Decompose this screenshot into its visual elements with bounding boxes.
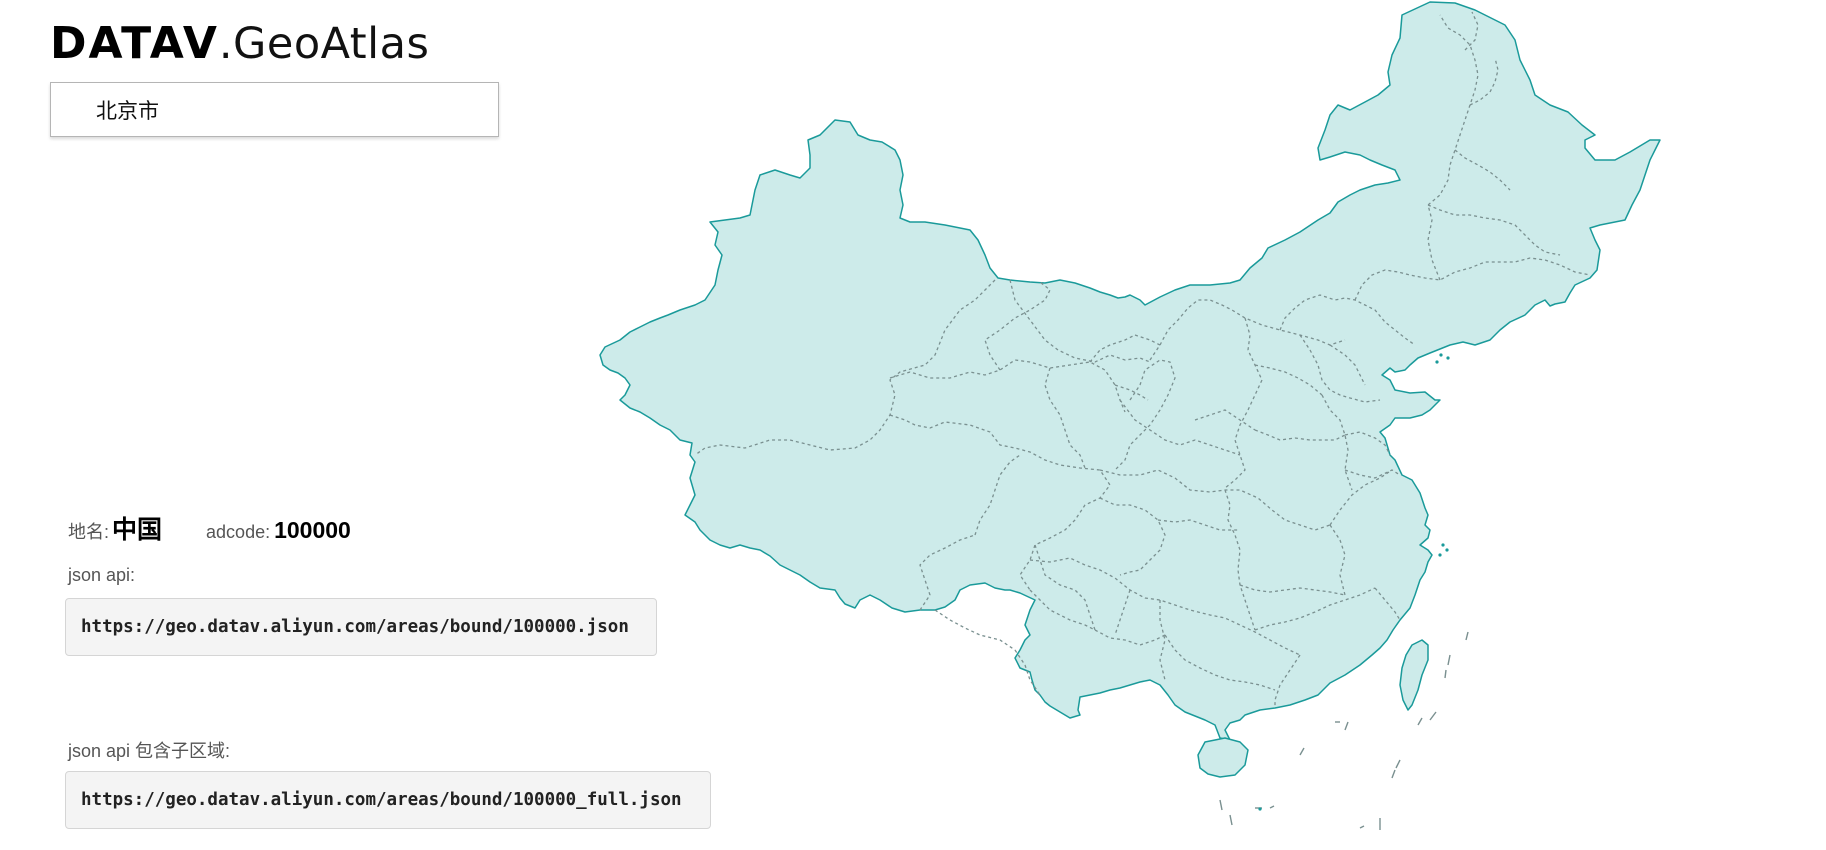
datav-geoatlas-logo: DATAV .GeoAtlas: [50, 18, 429, 74]
province-boundary-line: [1274, 654, 1301, 708]
region-name-value: 中国: [112, 515, 163, 544]
region-name-label: 地名:: [68, 522, 110, 542]
province-boundary-line: [1099, 497, 1166, 576]
province-boundary-line: [1254, 587, 1376, 631]
island-dash: [1395, 759, 1401, 769]
small-island-dot: [1258, 807, 1262, 811]
province-boundary-line: [934, 609, 1016, 651]
adcode-label: adcode:: [206, 522, 271, 542]
province-boundary-line: [889, 414, 1111, 591]
province-boundary-line: [1034, 544, 1096, 631]
province-boundary-line: [919, 534, 976, 611]
province-boundary-line: [1157, 519, 1238, 531]
province-boundary-line: [1224, 489, 1256, 631]
province-boundary-line: [1464, 11, 1479, 51]
province-boundaries: [694, 11, 1591, 708]
region-search-input[interactable]: [51, 83, 498, 136]
province-boundary-line: [1254, 364, 1323, 396]
island-dash: [1417, 717, 1423, 726]
island-dash: [1299, 747, 1305, 756]
province-boundary-line: [1044, 367, 1086, 469]
island-dash: [1219, 799, 1223, 811]
json-api-url-box[interactable]: https://geo.datav.aliyun.com/areas/bound…: [65, 598, 657, 656]
province-boundary-line: [974, 454, 1021, 536]
province-boundary-line: [1329, 524, 1346, 596]
island-dash: [1429, 711, 1437, 721]
small-island-dot: [1446, 356, 1450, 360]
province-boundary-line: [1354, 257, 1591, 301]
taiwan-island-shape[interactable]: [1399, 639, 1429, 711]
province-boundary-line: [1149, 299, 1346, 361]
province-boundary-line: [1427, 14, 1479, 281]
province-boundary-line: [1029, 589, 1096, 631]
region-info: 地名: 中国 adcode: 100000: [68, 510, 351, 546]
province-boundary-line: [1114, 589, 1131, 636]
province-boundary-line: [1094, 629, 1166, 646]
adcode-value: 100000: [274, 517, 351, 543]
small-island-dot: [1435, 360, 1439, 364]
province-boundary-line: [1014, 649, 1041, 696]
json-api-full-url-box[interactable]: https://geo.datav.aliyun.com/areas/bound…: [65, 771, 711, 829]
province-boundary-line: [1254, 429, 1346, 441]
island-dash: [1465, 631, 1469, 641]
small-island-dot: [1445, 548, 1449, 552]
province-boundary-line: [1009, 279, 1151, 363]
hainan-island-shape[interactable]: [1197, 737, 1249, 778]
province-boundary-line: [1329, 344, 1366, 386]
province-boundary-line: [1329, 469, 1393, 526]
province-boundary-line: [1194, 409, 1256, 431]
province-boundary-line: [1374, 587, 1401, 621]
province-boundary-line: [694, 279, 996, 456]
south-china-sea-islands: [1219, 353, 1469, 830]
province-boundary-line: [1114, 359, 1176, 471]
province-boundary-line: [1279, 294, 1416, 346]
province-boundary-line: [1029, 557, 1301, 656]
province-boundary-line: [1344, 431, 1391, 456]
province-boundary-line: [1119, 399, 1241, 456]
province-boundary-line: [1427, 204, 1561, 256]
province-boundary-line: [889, 359, 1126, 413]
logo-geoatlas-text: .GeoAtlas: [218, 19, 430, 69]
small-island-dot: [1439, 353, 1443, 357]
json-api-label: json api:: [68, 565, 136, 585]
province-boundary-line: [1089, 334, 1136, 363]
china-mainland-shape[interactable]: [599, 1, 1661, 741]
small-island-dot: [1441, 543, 1445, 547]
province-boundary-line: [1114, 384, 1149, 401]
island-dash: [1444, 669, 1447, 679]
province-boundary-line: [1224, 317, 1263, 489]
island-dash: [1344, 721, 1349, 731]
province-boundary-line: [1469, 57, 1499, 106]
island-dash: [1269, 805, 1275, 809]
small-island-dot: [1438, 553, 1442, 557]
province-boundary-line: [1344, 469, 1401, 479]
region-search-box[interactable]: [50, 82, 499, 137]
logo-datav-text: DATAV: [50, 18, 219, 69]
province-boundary-line: [1454, 149, 1511, 191]
island-dash: [1447, 654, 1451, 666]
json-api-full-label: json api 包含子区域:: [68, 741, 231, 761]
province-boundary-line: [1159, 600, 1166, 681]
island-dash: [1229, 814, 1233, 826]
island-dash: [1391, 769, 1396, 779]
island-dash: [1359, 825, 1365, 829]
province-boundary-line: [1239, 584, 1346, 596]
